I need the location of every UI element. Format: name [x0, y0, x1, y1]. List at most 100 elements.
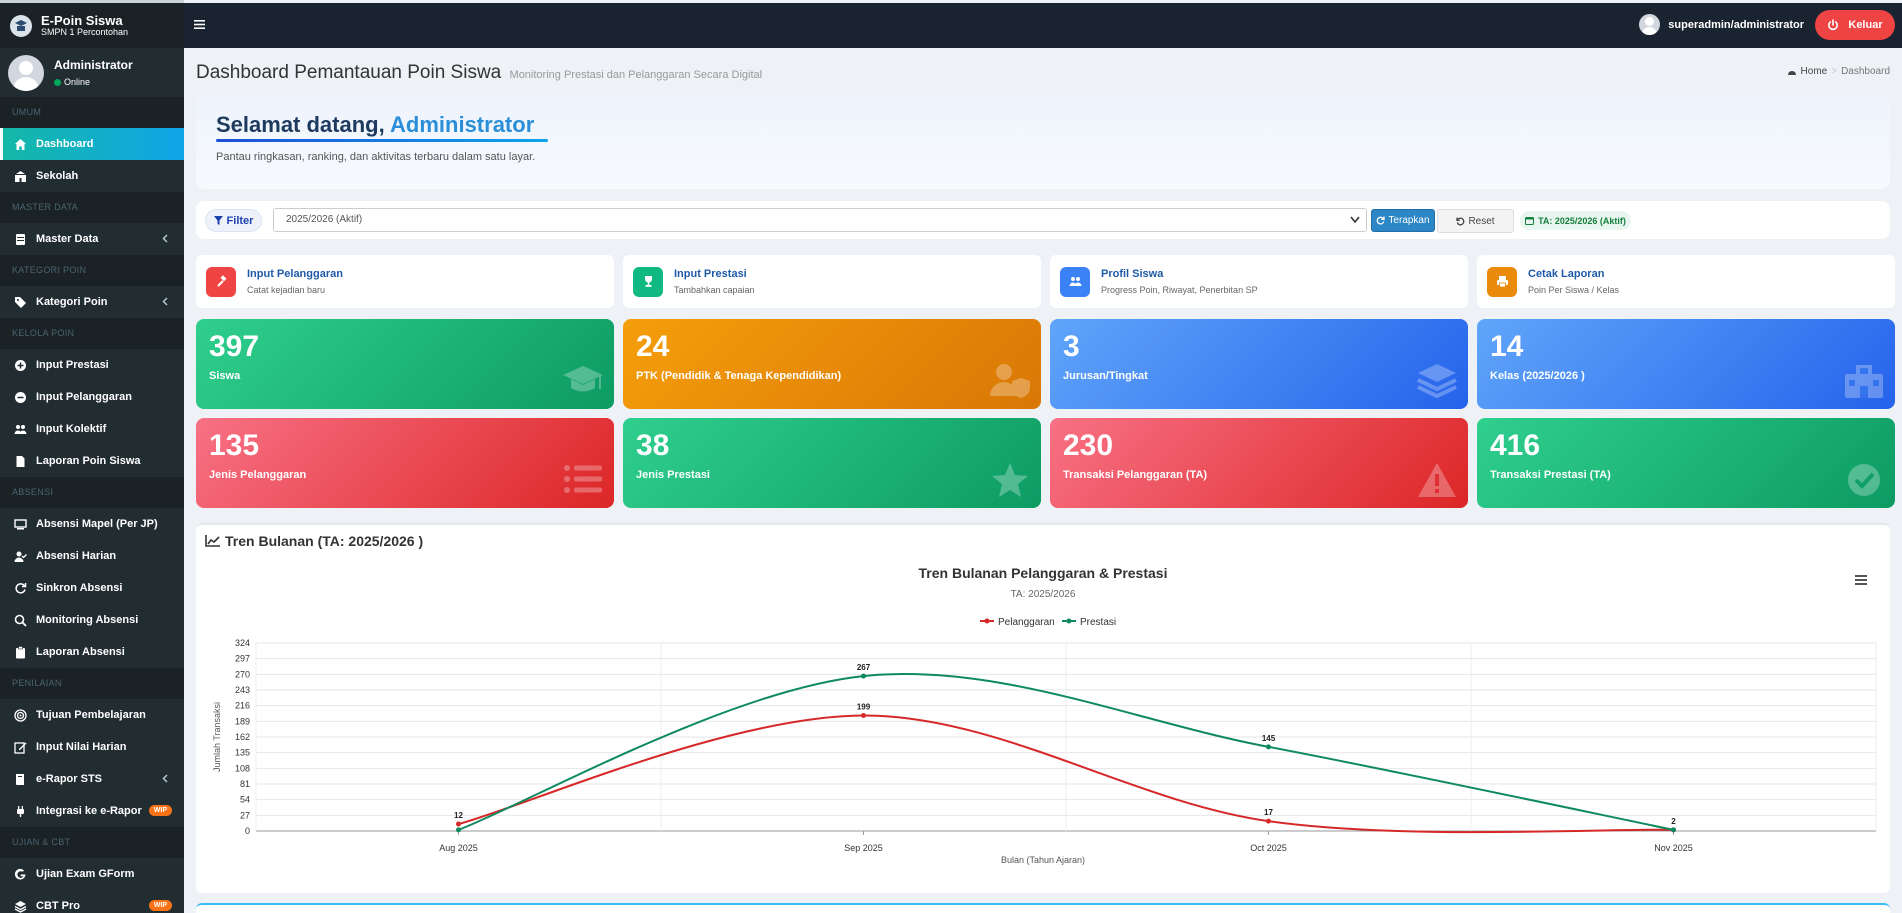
- reset-button[interactable]: Reset: [1437, 209, 1514, 233]
- data-point-prestasi: [861, 673, 866, 679]
- sidebar-item-integrasi-ke-e-rapor[interactable]: Integrasi ke e-Rapor WIP: [0, 795, 184, 827]
- x-tick-label: Sep 2025: [844, 843, 883, 853]
- status-label: Online: [64, 77, 91, 87]
- quick-link-title: Input Prestasi: [674, 268, 747, 280]
- sidebar-item-label: Absensi Mapel (Per JP): [36, 518, 158, 530]
- stat-card-ptk-pendidik-tenaga-kependidikan[interactable]: 24 PTK (Pendidik & Tenaga Kependidikan): [623, 319, 1041, 409]
- sidebar-item-input-prestasi[interactable]: Input Prestasi: [0, 349, 184, 381]
- filter-button[interactable]: Filter: [205, 209, 262, 232]
- data-point-pelanggaran: [1266, 818, 1271, 824]
- sidebar-item-input-pelanggaran[interactable]: Input Pelanggaran: [0, 381, 184, 413]
- quick-link-subtitle: Poin Per Siswa / Kelas: [1528, 285, 1620, 295]
- filter-label: Filter: [226, 214, 254, 227]
- stat-label: Jurusan/Tingkat: [1063, 370, 1148, 382]
- chart-menu-icon[interactable]: [1855, 575, 1867, 585]
- user-check-icon: [14, 550, 27, 563]
- sidebar-item-label: Ujian Exam GForm: [36, 868, 135, 880]
- page-subtitle: Monitoring Prestasi dan Pelanggaran Seca…: [509, 69, 763, 81]
- stat-card-transaksi-prestasi-ta[interactable]: 416 Transaksi Prestasi (TA): [1477, 418, 1895, 508]
- quick-link-profil-siswa[interactable]: Profil Siswa Progress Poin, Riwayat, Pene…: [1050, 255, 1468, 308]
- brand[interactable]: E-Poin Siswa SMPN 1 Percontohan: [0, 0, 184, 48]
- refresh-icon: [1377, 216, 1386, 225]
- quick-link-input-pelanggaran[interactable]: Input Pelanggaran Catat kejadian baru: [196, 255, 614, 308]
- sidebar: E-Poin Siswa SMPN 1 Percontohan Administ…: [0, 0, 184, 913]
- sidebar-item-label: Input Prestasi: [36, 359, 109, 371]
- sidebar-item-label: Integrasi ke e-Rapor: [36, 805, 142, 817]
- sidebar-item-absensi-mapel-per-jp[interactable]: Absensi Mapel (Per JP): [0, 508, 184, 540]
- stat-label: Jenis Prestasi: [636, 469, 710, 481]
- apply-button[interactable]: Terapkan: [1371, 209, 1435, 232]
- data-label: 17: [1264, 808, 1273, 817]
- clipboard-icon: [14, 645, 27, 659]
- stat-value: 230: [1063, 429, 1114, 462]
- stat-card-siswa[interactable]: 397 Siswa: [196, 319, 614, 409]
- sidebar-item-dashboard[interactable]: Dashboard: [0, 128, 184, 160]
- stat-card-transaksi-pelanggaran-ta[interactable]: 230 Transaksi Pelanggaran (TA): [1050, 418, 1468, 508]
- sidebar-item-absensi-harian[interactable]: Absensi Harian: [0, 540, 184, 572]
- gavel-icon: [206, 266, 236, 297]
- data-label: 199: [857, 703, 871, 712]
- sidebar-item-input-kolektif[interactable]: Input Kolektif: [0, 413, 184, 445]
- sidebar-item-tujuan-pembelajaran[interactable]: Tujuan Pembelajaran: [0, 699, 184, 731]
- sidebar-item-label: Kategori Poin: [36, 296, 108, 308]
- chart-panel: Tren Bulanan (TA: 2025/2026 ) Tren Bulan…: [196, 523, 1890, 893]
- sidebar-section-title: ABSENSI: [0, 477, 184, 508]
- logout-button[interactable]: Keluar: [1815, 10, 1895, 40]
- stat-card-jenis-pelanggaran[interactable]: 135 Jenis Pelanggaran: [196, 418, 614, 508]
- quick-link-text: Input Prestasi Tambahkan capaian: [674, 268, 755, 295]
- select-value: 2025/2026 (Aktif): [286, 214, 363, 225]
- sidebar-section-title: KATEGORI POIN: [0, 255, 184, 286]
- y-tick-label: 135: [235, 748, 250, 758]
- sidebar-item-kategori-poin[interactable]: Kategori Poin: [0, 286, 184, 318]
- y-tick-label: 27: [240, 810, 250, 820]
- sidebar-item-laporan-poin-siswa[interactable]: Laporan Poin Siswa: [0, 445, 184, 477]
- sidebar-item-e-rapor-sts[interactable]: e-Rapor STS: [0, 763, 184, 795]
- apply-label: Terapkan: [1388, 215, 1430, 226]
- legend-label-pelanggaran: Pelanggaran: [998, 617, 1055, 628]
- quick-link-cetak-laporan[interactable]: Cetak Laporan Poin Per Siswa / Kelas: [1477, 255, 1895, 308]
- sidebar-item-sekolah[interactable]: Sekolah: [0, 160, 184, 192]
- sidebar-section-title: UMUM: [0, 97, 184, 128]
- database-icon: [14, 233, 27, 246]
- sidebar-item-laporan-absensi[interactable]: Laporan Absensi: [0, 636, 184, 668]
- sidebar-item-label: Laporan Poin Siswa: [36, 455, 141, 467]
- sidebar-item-label: Sekolah: [36, 170, 79, 182]
- sidebar-item-ujian-exam-gform[interactable]: Ujian Exam GForm: [0, 858, 184, 890]
- sidebar-item-master-data[interactable]: Master Data: [0, 223, 184, 255]
- legend-label-prestasi: Prestasi: [1080, 617, 1116, 628]
- undo-icon: [1456, 217, 1465, 225]
- sidebar-item-sinkron-absensi[interactable]: Sinkron Absensi: [0, 572, 184, 604]
- y-tick-label: 243: [235, 685, 250, 695]
- sidebar-item-label: Laporan Absensi: [36, 646, 125, 658]
- stat-card-kelas-2025-2026[interactable]: 14 Kelas (2025/2026 ): [1477, 319, 1895, 409]
- main-content: Dashboard Pemantauan Poin Siswa Monitori…: [184, 48, 1902, 913]
- quick-link-title: Cetak Laporan: [1528, 268, 1605, 280]
- file-icon: [14, 455, 27, 468]
- sidebar-section-title: KELOLA POIN: [0, 318, 184, 349]
- online-dot-icon: [54, 78, 61, 86]
- breadcrumb-home[interactable]: Home: [1800, 66, 1828, 77]
- welcome-heading: Selamat datang, Administrator: [216, 112, 534, 138]
- y-tick-label: 270: [235, 669, 250, 679]
- plug-icon: [14, 805, 27, 818]
- chevron-left-icon: [162, 234, 168, 246]
- sidebar-item-input-nilai-harian[interactable]: Input Nilai Harian: [0, 731, 184, 763]
- data-point-prestasi: [1671, 827, 1676, 833]
- sidebar-item-cbt-pro[interactable]: CBT Pro WIP: [0, 890, 184, 913]
- academic-year-select[interactable]: 2025/2026 (Aktif): [273, 208, 1367, 232]
- avatar: [8, 54, 44, 91]
- stat-card-jurusan-tingkat[interactable]: 3 Jurusan/Tingkat: [1050, 319, 1468, 409]
- quick-link-text: Cetak Laporan Poin Per Siswa / Kelas: [1528, 268, 1619, 295]
- y-tick-label: 189: [235, 716, 250, 726]
- brand-title: E-Poin Siswa: [41, 12, 123, 28]
- sidebar-item-monitoring-absensi[interactable]: Monitoring Absensi: [0, 604, 184, 636]
- quick-link-input-prestasi[interactable]: Input Prestasi Tambahkan capaian: [623, 255, 1041, 308]
- sync-icon: [14, 582, 27, 595]
- stat-card-jenis-prestasi[interactable]: 38 Jenis Prestasi: [623, 418, 1041, 508]
- topbar-user[interactable]: superadmin/administrator: [1639, 14, 1804, 35]
- sidebar-menu: UMUM Dashboard Sekolah MASTER DATA Master Da…: [0, 97, 184, 913]
- stat-label: Jenis Pelanggaran: [209, 469, 307, 481]
- menu-toggle-icon[interactable]: [194, 18, 205, 32]
- user-shield-icon: [989, 362, 1031, 403]
- sidebar-item-label: CBT Pro: [36, 900, 80, 912]
